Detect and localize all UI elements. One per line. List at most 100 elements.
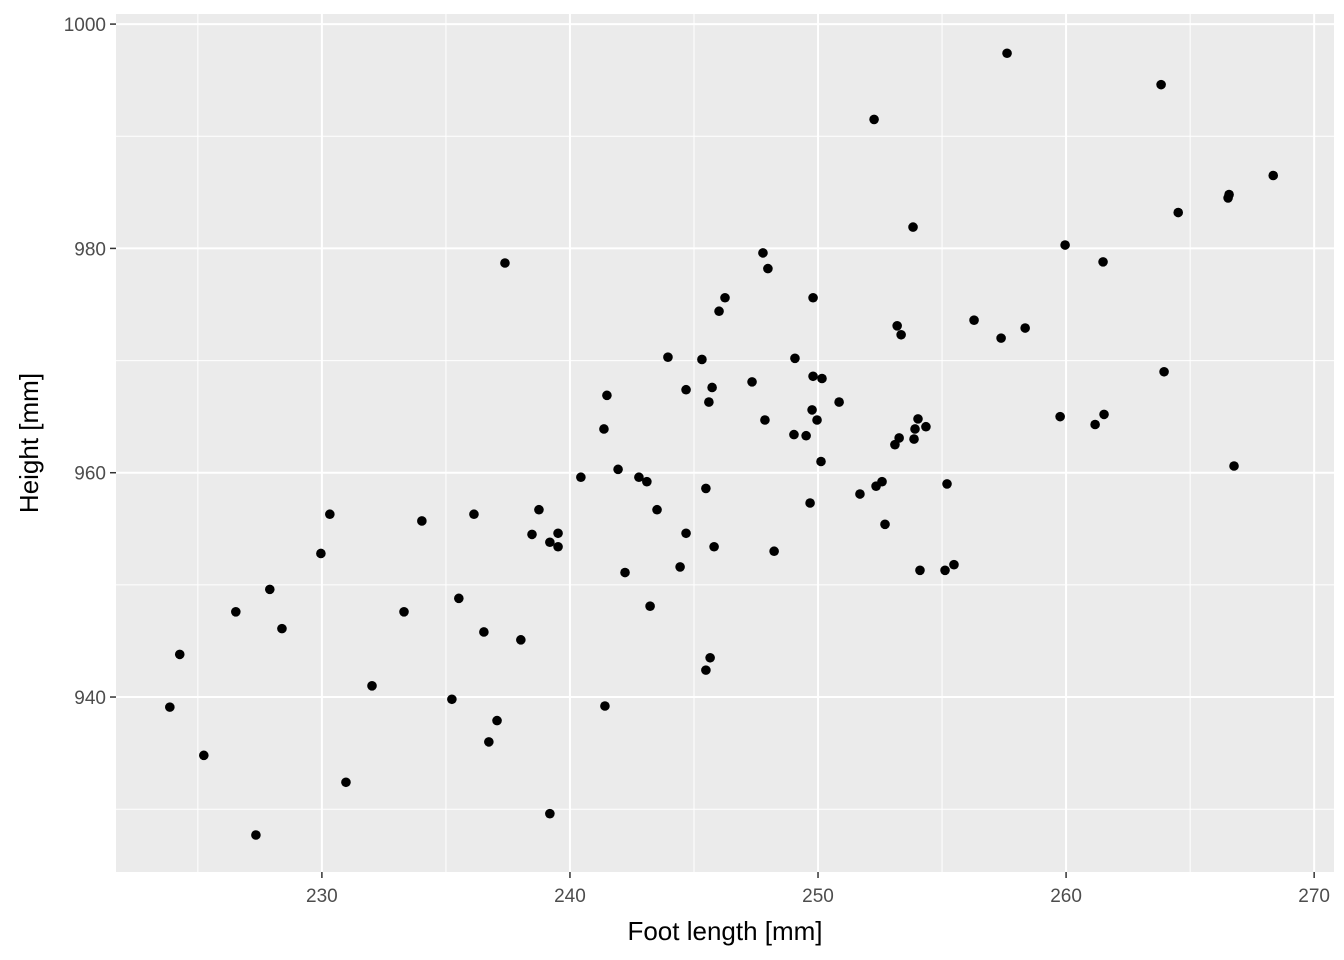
point: [701, 665, 711, 675]
point: [808, 292, 818, 303]
point: [769, 546, 779, 557]
grid: [116, 14, 1334, 872]
point: [500, 258, 510, 268]
x-tick-label: 270: [1298, 886, 1330, 907]
points: [165, 48, 1279, 840]
point: [492, 715, 502, 726]
y-tick-label: 940: [74, 688, 106, 709]
point: [817, 373, 827, 384]
point: [652, 504, 662, 515]
point: [747, 377, 757, 387]
point: [545, 537, 555, 548]
point: [174, 649, 185, 660]
x-tick-label: 260: [1050, 886, 1082, 907]
point: [516, 635, 526, 645]
point: [645, 601, 655, 611]
point: [913, 414, 923, 424]
point: [316, 548, 326, 559]
x-axis-title: Foot length [mm]: [627, 916, 822, 946]
point: [399, 606, 409, 617]
point: [599, 424, 609, 434]
point: [576, 472, 586, 483]
x-tick-label: 230: [306, 886, 338, 907]
point: [527, 529, 537, 540]
point: [534, 504, 544, 515]
point: [697, 354, 707, 365]
point: [1173, 207, 1184, 218]
point: [701, 483, 711, 494]
point: [1224, 189, 1234, 200]
point: [877, 476, 887, 487]
point: [602, 390, 612, 401]
point: [880, 519, 890, 530]
point: [675, 562, 685, 572]
point: [231, 606, 241, 617]
point: [681, 384, 691, 395]
point: [1268, 170, 1279, 181]
point: [834, 397, 844, 407]
point: [553, 528, 563, 539]
point: [812, 415, 822, 425]
point: [454, 593, 464, 604]
point: [763, 263, 773, 274]
point: [921, 421, 931, 432]
point: [681, 528, 691, 539]
point: [892, 320, 902, 331]
point: [600, 701, 610, 711]
point: [909, 434, 919, 444]
point: [910, 424, 920, 434]
panel: [116, 14, 1334, 872]
point: [805, 498, 815, 508]
point: [642, 476, 652, 487]
point: [908, 222, 918, 232]
point: [758, 248, 768, 258]
point: [199, 750, 209, 761]
point: [417, 516, 427, 526]
point: [896, 329, 906, 340]
y-tick-label: 960: [74, 464, 106, 485]
point: [1229, 461, 1239, 471]
point: [663, 352, 673, 363]
point: [1099, 409, 1109, 420]
point: [707, 382, 717, 393]
point: [915, 565, 925, 576]
y-tick-label: 1000: [64, 15, 106, 36]
point: [807, 405, 817, 415]
point: [942, 479, 952, 489]
point: [1002, 48, 1012, 59]
point: [479, 627, 489, 637]
point: [634, 472, 644, 483]
point: [705, 652, 715, 663]
point: [704, 397, 714, 407]
point: [1098, 257, 1108, 267]
point: [894, 433, 904, 443]
point: [940, 565, 950, 576]
point: [709, 541, 719, 552]
point: [789, 429, 799, 440]
point: [760, 415, 770, 425]
point: [714, 306, 724, 317]
point: [553, 541, 563, 552]
point: [620, 567, 630, 578]
point: [1055, 411, 1065, 422]
point: [165, 702, 175, 712]
point: [808, 371, 818, 382]
point: [341, 777, 351, 788]
x-tick-label: 240: [554, 886, 586, 907]
y-tick-label: 980: [74, 239, 106, 260]
point: [1156, 79, 1166, 90]
point: [816, 456, 826, 467]
x-tick-label: 250: [802, 886, 834, 907]
point: [251, 830, 261, 840]
point: [1159, 366, 1169, 377]
point: [325, 509, 335, 520]
point: [613, 464, 623, 475]
point: [1090, 419, 1100, 430]
point: [969, 315, 979, 325]
point: [484, 737, 494, 747]
point: [367, 681, 377, 691]
point: [996, 333, 1006, 343]
point: [855, 489, 865, 499]
point: [1060, 240, 1070, 250]
